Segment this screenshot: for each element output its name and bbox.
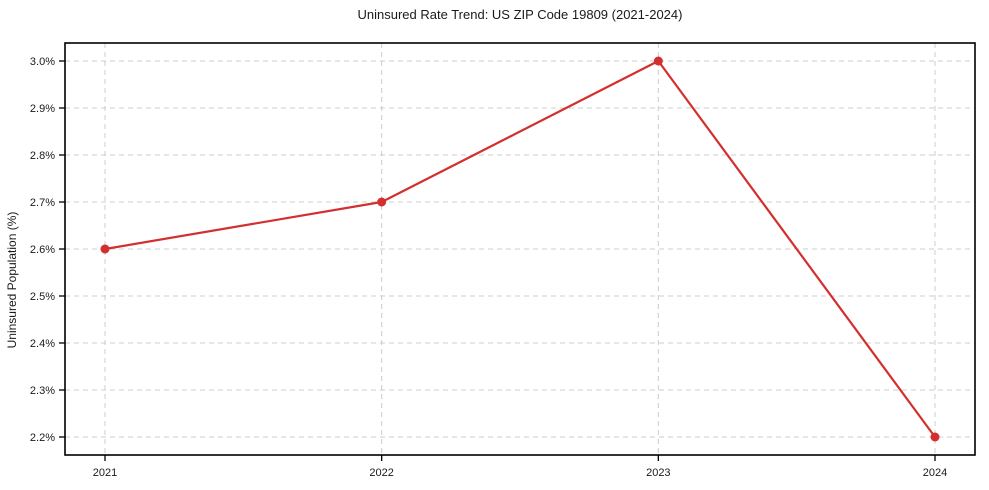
trend-line (103, 59, 937, 439)
y-tick-label: 2.5% (30, 291, 55, 303)
series-layer (100, 56, 940, 442)
grid-layer (65, 43, 975, 455)
data-point (930, 432, 940, 442)
y-tick-label: 2.4% (30, 338, 55, 350)
y-tick-label: 2.8% (30, 150, 55, 162)
y-tick-label: 3.0% (30, 56, 55, 68)
x-tick-label: 2022 (369, 467, 393, 479)
y-tick-label: 2.9% (30, 103, 55, 115)
y-tick-label: 2.7% (30, 197, 55, 209)
data-point (377, 197, 387, 207)
data-point (653, 56, 663, 66)
y-tick-label: 2.6% (30, 244, 55, 256)
axis-layer: 2.2% 2.3% 2.4% 2.5% 2.6% 2.7% 2.8% 2.9% 3.0% 2021… (30, 42, 976, 479)
y-tick-label: 2.3% (30, 385, 55, 397)
data-point (100, 244, 110, 254)
y-tick-label: 2.2% (30, 432, 55, 444)
y-axis-label: Uninsured Population (%) (5, 212, 19, 349)
x-tick-label: 2024 (923, 467, 947, 479)
x-tick-label: 2023 (646, 467, 670, 479)
chart-title: Uninsured Rate Trend: US ZIP Code 19809 … (358, 7, 683, 22)
x-tick-label: 2021 (93, 467, 117, 479)
